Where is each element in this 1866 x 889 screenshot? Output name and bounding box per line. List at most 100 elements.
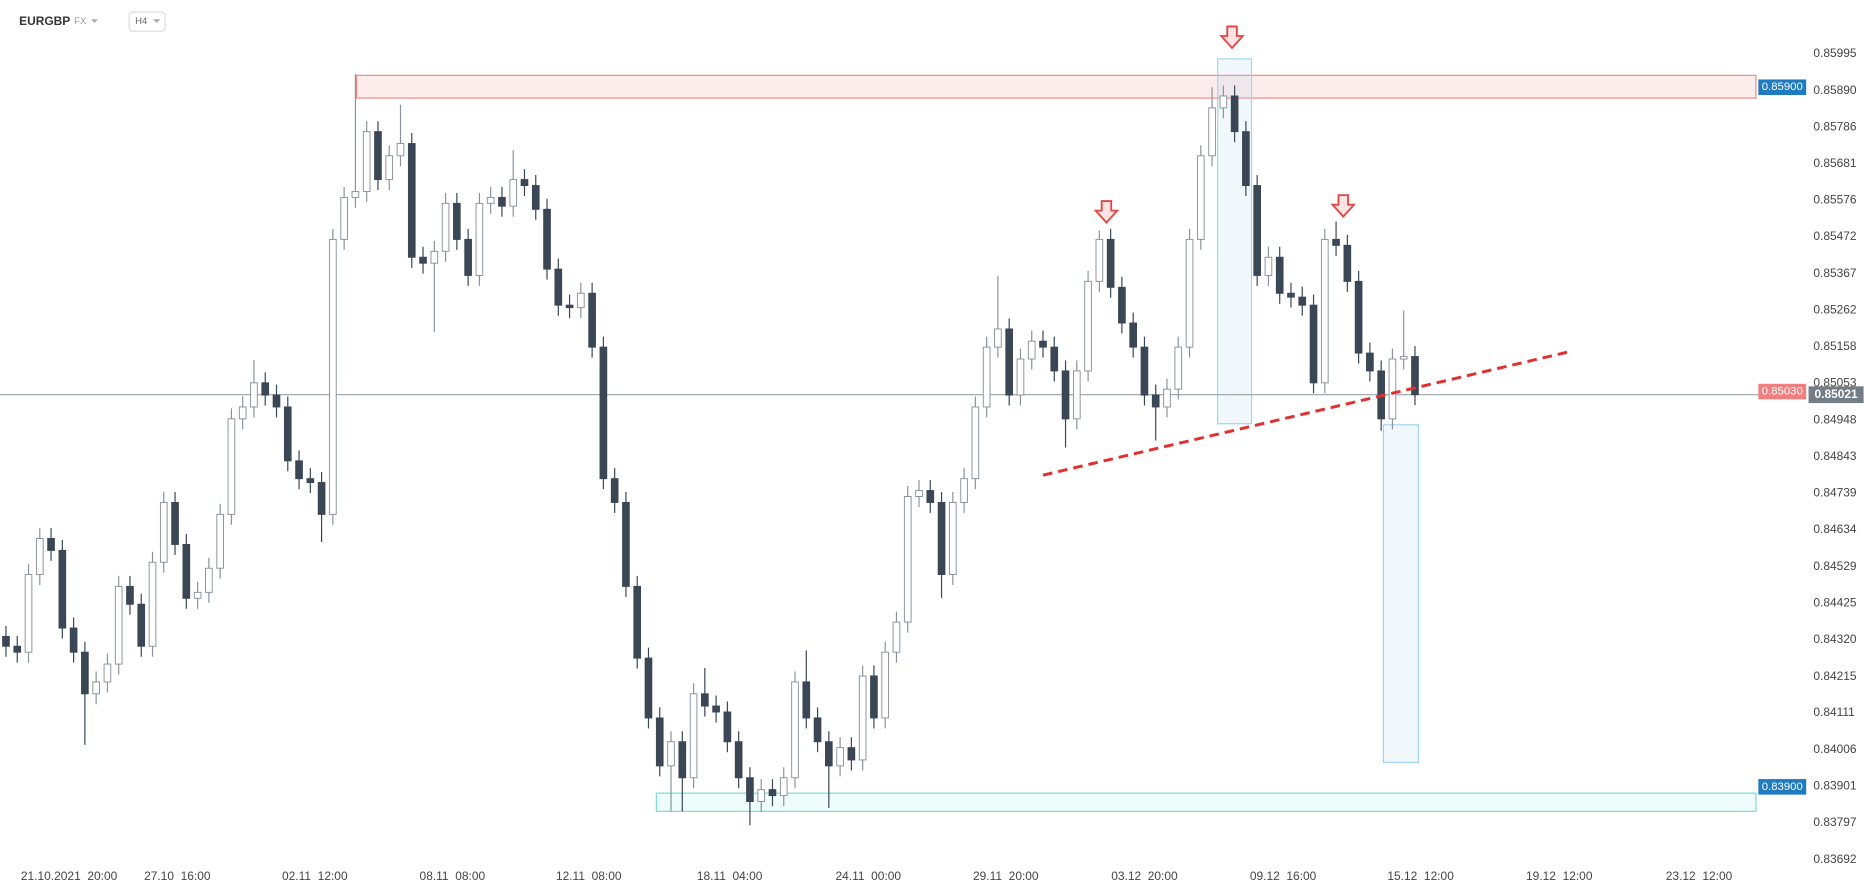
candle-body [1298, 296, 1307, 306]
candle-body [937, 501, 946, 575]
x-tick-label: 18.11 04:00 [697, 869, 763, 883]
candle-body [926, 490, 935, 503]
candle-body [498, 196, 506, 207]
y-tick-label: 0.85995 [1813, 46, 1857, 60]
candle-body [441, 202, 450, 252]
x-tick-label: 27.10 16:00 [144, 869, 211, 883]
level-tag [1758, 79, 1807, 96]
candle-body [1016, 358, 1025, 396]
candle-body [1253, 185, 1261, 276]
candle-body [283, 406, 292, 462]
candle-body [453, 202, 461, 240]
candle-body [1027, 340, 1036, 360]
candle-body [689, 693, 698, 779]
y-tick-label: 0.84529 [1813, 559, 1857, 573]
zone [355, 74, 1757, 99]
candle-body [464, 238, 472, 276]
timeframe[interactable]: H4 [135, 16, 148, 27]
y-tick-label: 0.85053 [1813, 376, 1857, 390]
candle-body [565, 304, 574, 309]
candle-body [13, 645, 22, 653]
last-price-label: 0.85021 [1814, 387, 1858, 401]
market-dropdown[interactable] [90, 19, 99, 23]
candle-body [317, 482, 326, 515]
candle-body [1208, 107, 1216, 157]
level-tag-label: 0.85030 [1762, 386, 1803, 398]
candle-body [1196, 155, 1205, 240]
candle-body [1084, 280, 1092, 372]
candle-body [329, 238, 337, 515]
y-tick-label: 0.84425 [1813, 595, 1857, 609]
candle-body [216, 513, 224, 569]
candle-body [858, 675, 867, 761]
y-tick-label: 0.85262 [1813, 303, 1857, 317]
x-tick-label: 12.11 08:00 [556, 869, 622, 883]
y-tick-label: 0.85576 [1813, 193, 1857, 207]
candle-body [35, 538, 44, 575]
timeframe-button[interactable] [128, 11, 166, 32]
candle-body [870, 675, 878, 719]
candle-body [205, 567, 213, 593]
candle-body [1118, 286, 1126, 324]
candle-body [757, 789, 766, 803]
y-tick-label: 0.85158 [1813, 339, 1857, 353]
y-tick-label: 0.83901 [1813, 779, 1857, 793]
candle-body [588, 292, 596, 348]
candle-body [103, 663, 112, 683]
y-tick-label: 0.84215 [1813, 669, 1857, 683]
candle-body [1332, 238, 1340, 246]
candle-body [250, 382, 258, 408]
candle-body [159, 501, 168, 563]
candle-body [622, 501, 630, 587]
candle-body [1095, 238, 1104, 282]
candle-body [1275, 256, 1284, 294]
candle-body [486, 196, 495, 204]
candle-body [1242, 131, 1250, 187]
candle-body [1039, 340, 1047, 348]
candle-body [419, 256, 427, 264]
x-tick-label: 21.10.2021 20:00 [21, 869, 118, 883]
candle-body [47, 538, 55, 551]
candle-body [982, 346, 991, 408]
level-tag-label: 0.83900 [1762, 781, 1803, 793]
last-price-tag [1808, 386, 1864, 404]
x-tick-label: 09.12 16:00 [1250, 869, 1317, 883]
y-tick-label: 0.84948 [1813, 412, 1857, 426]
symbol[interactable]: EURGBP [19, 14, 70, 28]
candle-body [554, 268, 563, 306]
candle-body [193, 591, 202, 599]
candle-body [1354, 280, 1363, 354]
x-tick-label: 29.11 20:00 [973, 869, 1039, 883]
candle-body [148, 561, 157, 647]
candle-body [1366, 352, 1374, 372]
candle-body [351, 190, 360, 198]
candle-body [971, 406, 980, 480]
arrow-down [1093, 200, 1120, 224]
candle-body [610, 478, 619, 503]
timeframe-dropdown[interactable] [153, 19, 161, 23]
candle-body [1061, 370, 1070, 420]
y-tick-label: 0.85786 [1813, 119, 1857, 133]
candle-body [667, 741, 675, 767]
candle-body [1185, 238, 1194, 348]
candle-body [137, 603, 146, 647]
candle-body [1264, 256, 1273, 276]
x-tick-label: 23.12 12:00 [1666, 869, 1733, 883]
candle-body [915, 490, 923, 497]
candle-body [723, 711, 732, 743]
candle-body [396, 143, 405, 157]
candle-body [58, 549, 67, 629]
candle-body [1005, 328, 1014, 396]
candle-body [1388, 358, 1397, 420]
candle-body [171, 501, 179, 545]
market: FX [74, 16, 87, 27]
x-tick-label: 08.11 08:00 [420, 869, 486, 883]
arrow-down [1330, 194, 1357, 218]
candle-body [994, 328, 1002, 348]
candle-body [126, 585, 134, 605]
candle-body [577, 292, 585, 309]
candle-body [543, 208, 551, 270]
candle-body [374, 131, 382, 181]
